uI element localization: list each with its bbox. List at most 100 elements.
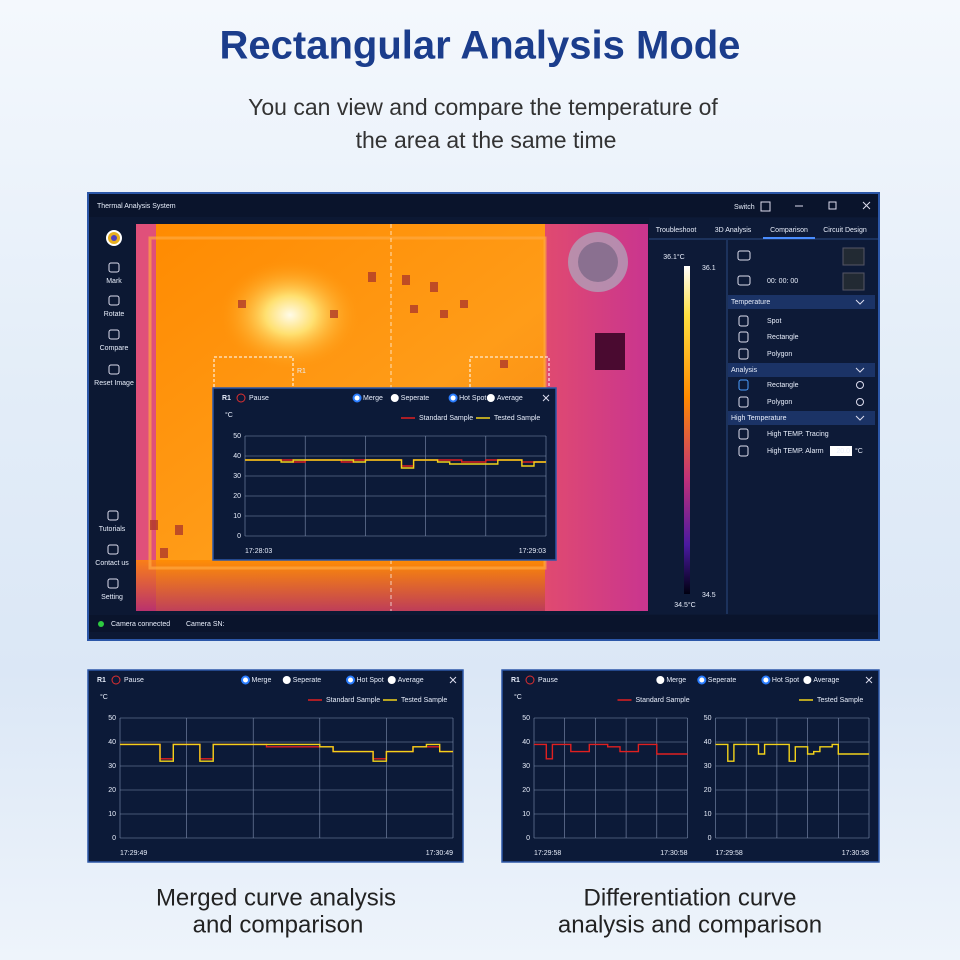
tab[interactable]: Troubleshoot: [656, 227, 697, 234]
tab[interactable]: Comparison: [770, 227, 808, 234]
radio[interactable]: [448, 393, 458, 403]
close-button[interactable]: [862, 201, 871, 210]
sidebar-item[interactable]: Setting: [101, 594, 123, 601]
radio-label[interactable]: Average: [497, 395, 523, 402]
radio[interactable]: [352, 393, 362, 403]
radio-label[interactable]: Average: [398, 677, 424, 684]
radio-label[interactable]: Average: [813, 677, 839, 684]
menu-item[interactable]: Rectangle: [767, 334, 799, 341]
menu-item[interactable]: Rectangle: [767, 382, 799, 389]
legend-label: Tested Sample: [494, 415, 540, 422]
switch-button[interactable]: Switch: [734, 204, 755, 211]
sidebar-items: Mark Rotate Compare Reset Image Tutorials Con…: [94, 262, 134, 601]
section-title: High Temperature: [731, 415, 787, 422]
section-title: Analysis: [731, 367, 758, 374]
pause-icon[interactable]: [525, 675, 535, 685]
radio-label[interactable]: Merge: [363, 395, 383, 402]
sidebar-icon: [108, 295, 120, 306]
radio[interactable]: [697, 675, 707, 685]
y-tick-label: 40: [233, 453, 241, 460]
pause-button[interactable]: Pause: [538, 677, 558, 684]
caption-line: Merged curve analysis: [156, 884, 396, 911]
sidebar: [89, 218, 135, 614]
status-dot: [98, 621, 104, 627]
status-text: Camera SN:: [186, 621, 225, 628]
y-tick-label: 40: [522, 739, 530, 746]
y-tick-label: 0: [237, 533, 241, 540]
radio-label[interactable]: Seperate: [401, 395, 430, 402]
chevron: [855, 415, 865, 421]
region-label: R1: [222, 395, 231, 402]
item-icon: [738, 396, 749, 408]
radio[interactable]: [486, 394, 495, 402]
radio-label[interactable]: Merge: [252, 677, 272, 684]
maximize-button[interactable]: [828, 201, 837, 210]
switch-icon[interactable]: [760, 201, 771, 212]
radio[interactable]: [387, 676, 396, 684]
close-icon[interactable]: [449, 676, 457, 684]
alarm-unit: °C: [855, 447, 863, 455]
y-tick-label: 30: [108, 763, 116, 770]
tab[interactable]: 3D Analysis: [715, 227, 752, 234]
y-tick-label: 30: [522, 763, 530, 770]
status-bar: [89, 615, 878, 632]
sidebar-item[interactable]: Contact us: [95, 560, 129, 567]
region-label: R1: [511, 677, 520, 684]
capture-button[interactable]: [737, 250, 751, 261]
pause-button[interactable]: Pause: [124, 677, 144, 684]
radio-label[interactable]: Seperate: [708, 677, 737, 684]
color-bar-max: 36.1: [702, 265, 716, 272]
tabs: Troubleshoot 3D Analysis Comparison Circuit…: [656, 227, 867, 239]
section-title: Temperature: [731, 299, 770, 306]
section-header[interactable]: [728, 295, 875, 309]
section-header[interactable]: [728, 363, 875, 377]
window-title: Thermal Analysis System: [97, 203, 176, 210]
close-icon[interactable]: [865, 676, 873, 684]
pause-icon[interactable]: [111, 675, 121, 685]
menu-item[interactable]: High TEMP. Alarm: [767, 448, 824, 455]
pause-icon[interactable]: [236, 393, 246, 403]
alarm-input[interactable]: [830, 446, 852, 456]
menu-item[interactable]: High TEMP. Tracing: [767, 431, 829, 438]
radio-label[interactable]: Hot Spot: [357, 677, 384, 684]
sidebar-item[interactable]: Mark: [106, 278, 122, 285]
series-line: [715, 743, 869, 762]
y-tick-label: 50: [108, 715, 116, 722]
sidebar-item[interactable]: Tutorials: [99, 526, 126, 533]
sidebar-item[interactable]: Rotate: [104, 311, 125, 318]
series-line: [534, 743, 688, 760]
y-tick-label: 40: [704, 739, 712, 746]
series-line: [120, 743, 453, 762]
radio[interactable]: [803, 676, 812, 684]
radio[interactable]: [346, 675, 355, 685]
radio[interactable]: [390, 394, 399, 402]
menu-item[interactable]: Polygon: [767, 399, 792, 406]
radio-label[interactable]: Hot Spot: [772, 677, 799, 684]
radio[interactable]: [761, 675, 771, 685]
pause-button[interactable]: Pause: [249, 395, 269, 402]
section-header[interactable]: [728, 411, 875, 425]
y-tick-label: 20: [522, 787, 530, 794]
item-icon: [738, 445, 749, 457]
caption-line: analysis and comparison: [558, 911, 822, 938]
tab[interactable]: Circuit Design: [823, 227, 867, 234]
color-bar-max-label: 36.1°C: [663, 253, 684, 261]
radio-label[interactable]: Merge: [666, 677, 686, 684]
legend-label: Standard Sample: [636, 697, 690, 704]
radio-label[interactable]: Seperate: [293, 677, 322, 684]
item-icon: [738, 331, 749, 343]
close-icon[interactable]: [542, 394, 550, 402]
sidebar-item[interactable]: Reset Image: [94, 380, 134, 387]
radio[interactable]: [282, 676, 291, 684]
radio[interactable]: [241, 675, 250, 685]
radio-label[interactable]: Hot Spot: [459, 395, 486, 402]
x-tick-label: 17:30:49: [426, 850, 453, 857]
menu-item[interactable]: Spot: [767, 318, 781, 325]
analysis-menu: Temperature Spot Rectangle Polygon Analysis R…: [728, 295, 875, 457]
menu-item[interactable]: Polygon: [767, 351, 792, 358]
sidebar-item[interactable]: Compare: [100, 345, 129, 352]
radio[interactable]: [656, 676, 665, 684]
unit-label: °C: [514, 693, 522, 701]
record-button[interactable]: [737, 275, 751, 286]
palette-icon: [111, 235, 117, 241]
